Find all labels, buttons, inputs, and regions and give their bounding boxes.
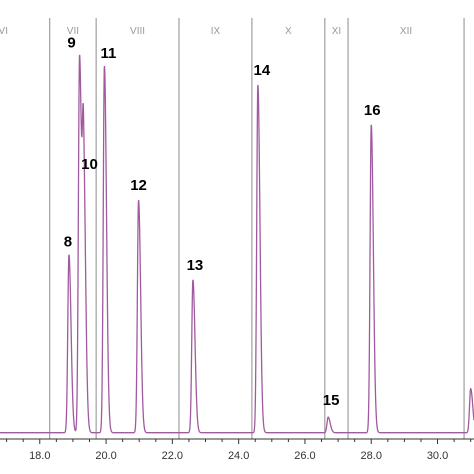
peak-label: 16 — [364, 102, 381, 119]
segment-label: VIII — [130, 26, 145, 37]
segment-label: XII — [400, 26, 412, 37]
peak-label: 13 — [187, 257, 204, 274]
segment-label: X — [285, 26, 292, 37]
x-tick-label: 24.0 — [228, 450, 249, 462]
chromatogram-trace — [0, 54, 474, 434]
peak-label: 8 — [64, 234, 72, 251]
x-ticks: 18.0 20.0 22.0 24.0 26.0 28.0 30.0 — [6, 439, 472, 462]
peak-label: 15 — [323, 392, 340, 409]
peak-label: 12 — [130, 177, 147, 194]
x-tick-label: 30.0 — [427, 450, 448, 462]
segment-label: IX — [211, 26, 221, 37]
peak-label: 11 — [100, 45, 116, 62]
segment-labels: VI VII VIII IX X XI XII — [0, 26, 412, 37]
x-tick-label: 26.0 — [294, 450, 315, 462]
peak-label: 9 — [67, 35, 75, 52]
x-tick-label: 22.0 — [162, 450, 183, 462]
x-tick-label: 18.0 — [29, 450, 50, 462]
peak-label: 10 — [81, 156, 98, 173]
x-tick-label: 20.0 — [95, 450, 116, 462]
x-tick-label: 28.0 — [361, 450, 382, 462]
peak-label: 14 — [254, 62, 271, 79]
segment-label: VI — [0, 26, 8, 37]
segment-label: VII — [67, 26, 79, 37]
peak-labels: 8 9 10 11 12 13 14 15 16 — [64, 35, 381, 410]
segment-label: XI — [332, 26, 341, 37]
segment-boundaries — [49, 18, 465, 439]
